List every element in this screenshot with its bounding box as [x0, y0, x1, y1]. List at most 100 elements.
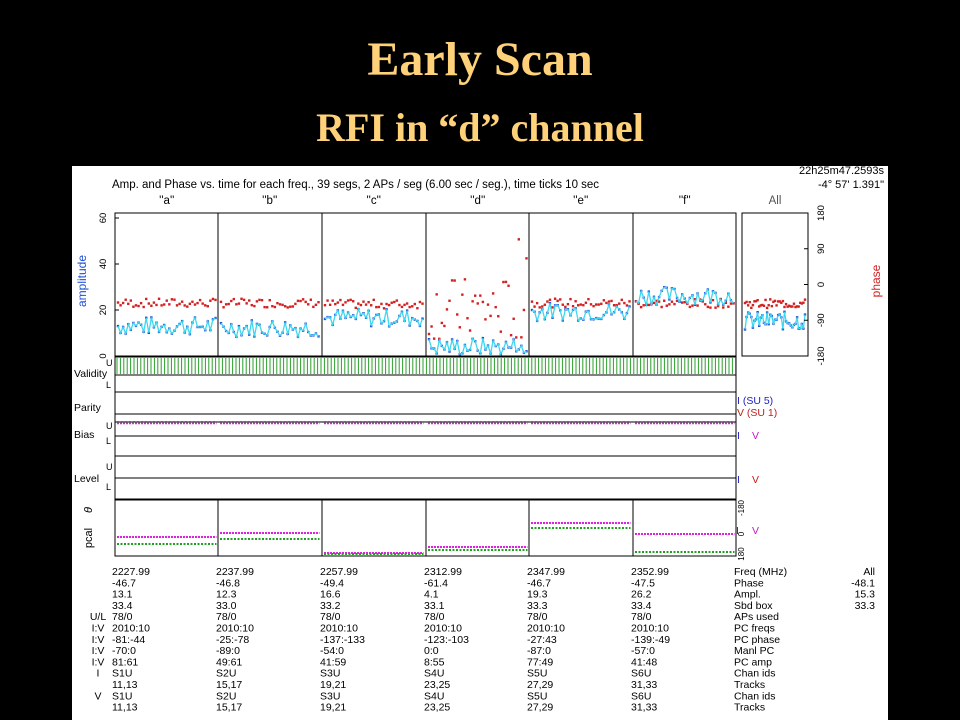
phase-point	[691, 304, 694, 307]
phase-point	[346, 299, 350, 302]
table-cell: 2347.99	[527, 566, 565, 578]
phase-point	[553, 297, 557, 300]
table-cell: 49:61	[216, 656, 242, 668]
phase-point	[155, 303, 158, 307]
amp-tick: 40	[98, 259, 109, 270]
table-cell: 2010:10	[527, 623, 565, 635]
table-cell: S4U	[424, 690, 444, 702]
phase-point	[605, 301, 608, 305]
table-cell: 78/0	[112, 611, 133, 623]
phase-point	[286, 306, 289, 309]
phase-point	[349, 298, 352, 302]
phase-point	[574, 300, 577, 303]
phase-point	[781, 299, 785, 303]
phase-point	[486, 303, 490, 306]
phase-point	[352, 300, 355, 303]
phase-ticks: -180 -90 0 90 180	[804, 205, 827, 366]
phase-point	[453, 279, 456, 282]
phase-point	[331, 299, 334, 302]
phase-point	[746, 304, 750, 307]
table-cell: 41:48	[631, 656, 657, 668]
phase-point	[456, 313, 459, 316]
phase-point	[405, 302, 409, 305]
phase-point	[276, 301, 279, 305]
phase-point	[147, 302, 150, 305]
phase-point	[334, 302, 337, 306]
phase-point	[569, 297, 572, 301]
phase-point	[468, 329, 472, 332]
phase-point	[497, 315, 500, 318]
phase-point	[680, 301, 684, 304]
phase-point	[235, 303, 238, 306]
phase-point	[289, 305, 292, 308]
phase-point	[660, 305, 663, 309]
phase-point	[152, 301, 156, 304]
validity-u-label: U	[106, 358, 113, 368]
phase-point	[328, 303, 332, 307]
legend-i-su: I (SU 5)	[737, 395, 773, 407]
bias-legend-i: I	[737, 430, 740, 442]
phase-point	[421, 302, 424, 305]
legend-v-su: V (SU 1)	[737, 407, 777, 419]
phase-point	[481, 300, 485, 304]
phase-point	[390, 301, 393, 304]
phase-point	[566, 302, 570, 306]
phase-point	[548, 298, 552, 301]
slide-title: Early Scan	[367, 33, 593, 86]
bias-legend-v: V	[752, 430, 759, 442]
amplitude-line	[324, 307, 424, 328]
table-row-key: I:V	[92, 634, 105, 646]
table-all-value: 15.3	[855, 589, 876, 601]
table-cell: 2010:10	[320, 623, 358, 635]
table-cell: S5U	[527, 668, 547, 680]
table-cell: 13.1	[112, 589, 133, 601]
phase-point	[367, 300, 370, 304]
phase-point	[175, 304, 179, 307]
table-cell: 78/0	[631, 611, 652, 623]
table-cell: 33.4	[631, 600, 652, 612]
phase-point	[745, 300, 748, 304]
phase-point	[670, 300, 674, 303]
phase-point	[533, 305, 536, 308]
phase-point	[119, 304, 122, 307]
phase-point	[546, 300, 549, 303]
phase-tick: 0	[816, 282, 827, 287]
phase-point	[647, 303, 651, 307]
phase-point	[291, 305, 295, 308]
phase-point	[507, 284, 510, 287]
table-cell: S4U	[424, 668, 444, 680]
phase-point	[502, 280, 505, 284]
phase-point	[761, 303, 764, 307]
phase-point	[400, 305, 404, 309]
phase-point	[372, 298, 375, 302]
table-cell: 78/0	[320, 611, 341, 623]
phase-point	[797, 305, 800, 308]
phase-point	[237, 302, 241, 305]
phase-point	[253, 304, 256, 308]
channel-label-4: ''e''	[573, 195, 588, 207]
table-cell: S5U	[527, 690, 547, 702]
phase-point	[551, 306, 554, 309]
table-row-label: PC amp	[734, 656, 772, 668]
phase-point	[750, 306, 753, 310]
phase-point	[484, 318, 487, 321]
phase-point	[160, 304, 163, 307]
phase-point	[724, 301, 728, 304]
phase-point	[780, 301, 783, 304]
phase-axis-label: phase	[869, 264, 883, 297]
table-row-label: Sbd box	[734, 600, 773, 612]
table-cell: 2010:10	[424, 623, 462, 635]
phase-point	[802, 301, 805, 304]
table-cell: -25:-78	[216, 634, 249, 646]
pcal-tick: 180	[737, 547, 746, 561]
phase-point	[783, 305, 786, 309]
table-cell: -49.4	[320, 577, 344, 589]
table-cell: 78/0	[216, 611, 237, 623]
phase-point	[458, 326, 461, 329]
phase-point	[683, 301, 686, 304]
pcal-label: pcal	[83, 528, 95, 548]
table-cell: 8:55	[424, 656, 445, 668]
phase-point	[466, 317, 469, 320]
fringe-plot: Amp. and Phase vs. time for each freq., …	[72, 166, 888, 720]
table-cell: 26.2	[631, 589, 652, 601]
